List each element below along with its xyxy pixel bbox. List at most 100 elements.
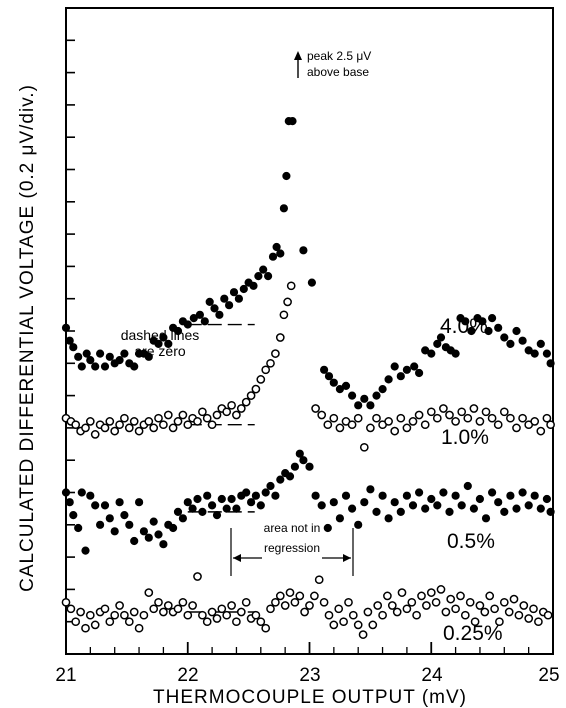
data-point-series-3 — [363, 607, 373, 617]
data-point-series-2 — [120, 510, 129, 520]
series-label-1pct: 1.0% — [441, 426, 489, 449]
data-point-series-1 — [426, 407, 436, 417]
data-point-series-0 — [86, 356, 95, 365]
data-point-series-1 — [542, 413, 552, 423]
data-point-series-2 — [366, 485, 375, 494]
data-point-series-0 — [451, 349, 460, 358]
data-point-series-1 — [347, 420, 357, 430]
data-point-series-1 — [384, 417, 393, 426]
data-point-series-0 — [354, 401, 363, 410]
data-point-series-1 — [286, 281, 296, 291]
data-point-series-3 — [149, 604, 159, 614]
data-point-series-2 — [290, 462, 299, 471]
data-point-series-1 — [329, 413, 339, 423]
data-point-series-3 — [446, 594, 456, 604]
data-point-series-3 — [509, 594, 519, 604]
data-point-series-1 — [432, 413, 442, 423]
data-point-series-2 — [335, 514, 344, 523]
data-point-series-3 — [451, 604, 460, 614]
data-point-series-1 — [353, 413, 363, 423]
data-point-series-2 — [427, 494, 436, 504]
data-point-series-2 — [341, 491, 351, 500]
data-point-series-1 — [134, 426, 144, 436]
data-point-series-3 — [100, 604, 110, 614]
data-point-series-3 — [66, 604, 76, 614]
x-axis-label: THERMOCOUPLE OUTPUT (mV) — [153, 687, 467, 708]
data-point-series-3 — [81, 623, 90, 633]
data-point-series-1 — [207, 420, 217, 430]
data-point-series-3 — [475, 601, 485, 610]
data-point-series-1 — [366, 423, 375, 433]
data-point-series-1 — [100, 423, 110, 433]
data-point-series-1 — [90, 430, 100, 439]
data-point-series-3 — [368, 620, 378, 630]
data-point-series-0 — [105, 352, 114, 361]
data-point-series-1 — [198, 407, 207, 417]
data-point-series-2 — [193, 494, 202, 504]
data-point-series-2 — [512, 504, 521, 513]
data-point-series-2 — [232, 504, 241, 513]
data-point-series-1 — [193, 417, 202, 426]
data-point-series-3 — [353, 620, 363, 630]
data-point-series-3 — [314, 575, 324, 585]
data-point-series-2 — [271, 491, 280, 500]
data-point-series-2 — [408, 501, 418, 510]
data-markers — [61, 117, 555, 639]
data-point-series-3 — [412, 610, 421, 620]
data-point-series-3 — [534, 617, 543, 627]
data-point-series-1 — [202, 413, 212, 423]
data-point-series-0 — [74, 352, 83, 361]
data-point-series-0 — [239, 284, 248, 294]
data-point-series-0 — [488, 314, 497, 323]
data-point-series-2 — [518, 488, 527, 497]
data-point-series-2 — [159, 540, 168, 549]
data-point-series-2 — [217, 494, 226, 504]
data-point-series-3 — [251, 610, 261, 620]
data-point-series-1 — [71, 420, 81, 430]
series-label-05pct: 0.5% — [447, 530, 495, 553]
data-point-series-2 — [222, 504, 231, 513]
data-point-series-3 — [173, 604, 183, 614]
data-point-series-1 — [144, 417, 154, 426]
x-tick-label-25: 25 — [538, 665, 559, 686]
data-point-series-2 — [105, 514, 114, 523]
data-point-series-1 — [105, 417, 115, 426]
data-point-series-1 — [518, 413, 527, 423]
data-point-series-3 — [324, 610, 334, 620]
data-point-series-0 — [299, 246, 308, 255]
data-point-series-3 — [120, 610, 129, 620]
data-point-series-0 — [130, 362, 139, 371]
data-point-series-1 — [115, 420, 124, 430]
data-point-series-3 — [480, 607, 490, 617]
data-point-series-0 — [396, 372, 405, 381]
data-point-series-0 — [390, 362, 399, 371]
series-label-4pct: 4.0% — [440, 315, 488, 338]
data-point-series-0 — [410, 362, 419, 371]
data-point-series-3 — [115, 601, 124, 610]
data-point-series-0 — [307, 278, 316, 287]
data-point-series-3 — [383, 591, 392, 601]
data-point-series-3 — [227, 601, 236, 610]
data-point-series-2 — [463, 481, 472, 491]
data-point-series-0 — [484, 326, 493, 336]
data-point-series-3 — [334, 604, 344, 614]
data-point-series-1 — [546, 420, 555, 430]
area-arrowhead-left — [233, 554, 241, 562]
data-point-series-0 — [229, 288, 239, 297]
data-point-series-1 — [275, 333, 285, 342]
data-point-series-1 — [335, 423, 345, 433]
data-point-series-3 — [183, 610, 193, 620]
data-point-series-2 — [402, 491, 411, 500]
data-point-series-3 — [217, 604, 227, 614]
data-point-series-3 — [529, 604, 538, 614]
data-point-series-3 — [90, 620, 100, 630]
data-point-series-3 — [417, 591, 426, 601]
data-point-series-0 — [427, 349, 436, 358]
data-point-series-2 — [74, 523, 83, 533]
data-point-series-1 — [530, 417, 540, 426]
data-point-series-2 — [125, 520, 134, 529]
data-point-series-3 — [275, 591, 285, 601]
data-point-series-3 — [207, 607, 217, 617]
data-point-series-2 — [415, 488, 424, 497]
data-point-series-2 — [329, 498, 338, 507]
